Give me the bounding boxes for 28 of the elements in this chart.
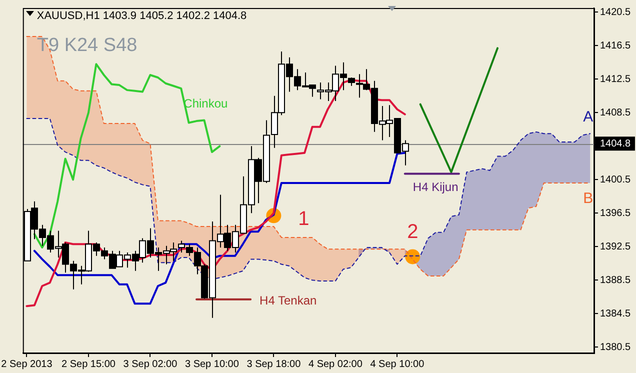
x-tick-label: 3 Sep 10:00 [184, 358, 240, 370]
y-tick-label: 1416.5 [600, 40, 632, 52]
x-tick-label: 3 Sep 18:00 [246, 358, 302, 370]
x-tick-label: 2 Sep 15:00 [62, 358, 116, 370]
y-tick-label: 1420.5 [600, 6, 632, 18]
y-tick-label: 1400.5 [600, 174, 632, 186]
series-label: H4 Tenkan [260, 294, 317, 308]
y-tick-label: 1392.5 [600, 241, 632, 252]
y-tick-label: 1388.5 [600, 274, 632, 286]
x-tick-label: 3 Sep 02:00 [123, 358, 178, 370]
series-label: Chinkou [184, 96, 228, 110]
chart-title: XAUUSD,H1 1403.9 1405.2 1402.2 1404.8 [36, 10, 247, 22]
series-label: B [583, 190, 594, 208]
series-label: H4 Kijun [412, 180, 458, 194]
series-label: A [583, 108, 594, 126]
x-tick-label: 4 Sep 10:00 [370, 358, 425, 370]
line-series [26, 36, 591, 276]
y-tick-label: 1408.5 [600, 107, 632, 118]
y-tick-label: 1384.5 [600, 308, 632, 320]
annotation: 2 [407, 221, 418, 244]
y-tick-label: 1412.5 [600, 74, 632, 85]
annotation: 1 [298, 208, 310, 230]
ref-line-label: 1404.8 [600, 138, 632, 150]
annotation: T9 K24 S48 [36, 35, 138, 56]
x-tick-label: 2 Sep 2013 [1, 358, 53, 370]
x-tick-label: 4 Sep 02:00 [308, 358, 363, 370]
y-tick-label: 1380.5 [600, 342, 632, 353]
y-tick-label: 1396.5 [600, 208, 632, 219]
